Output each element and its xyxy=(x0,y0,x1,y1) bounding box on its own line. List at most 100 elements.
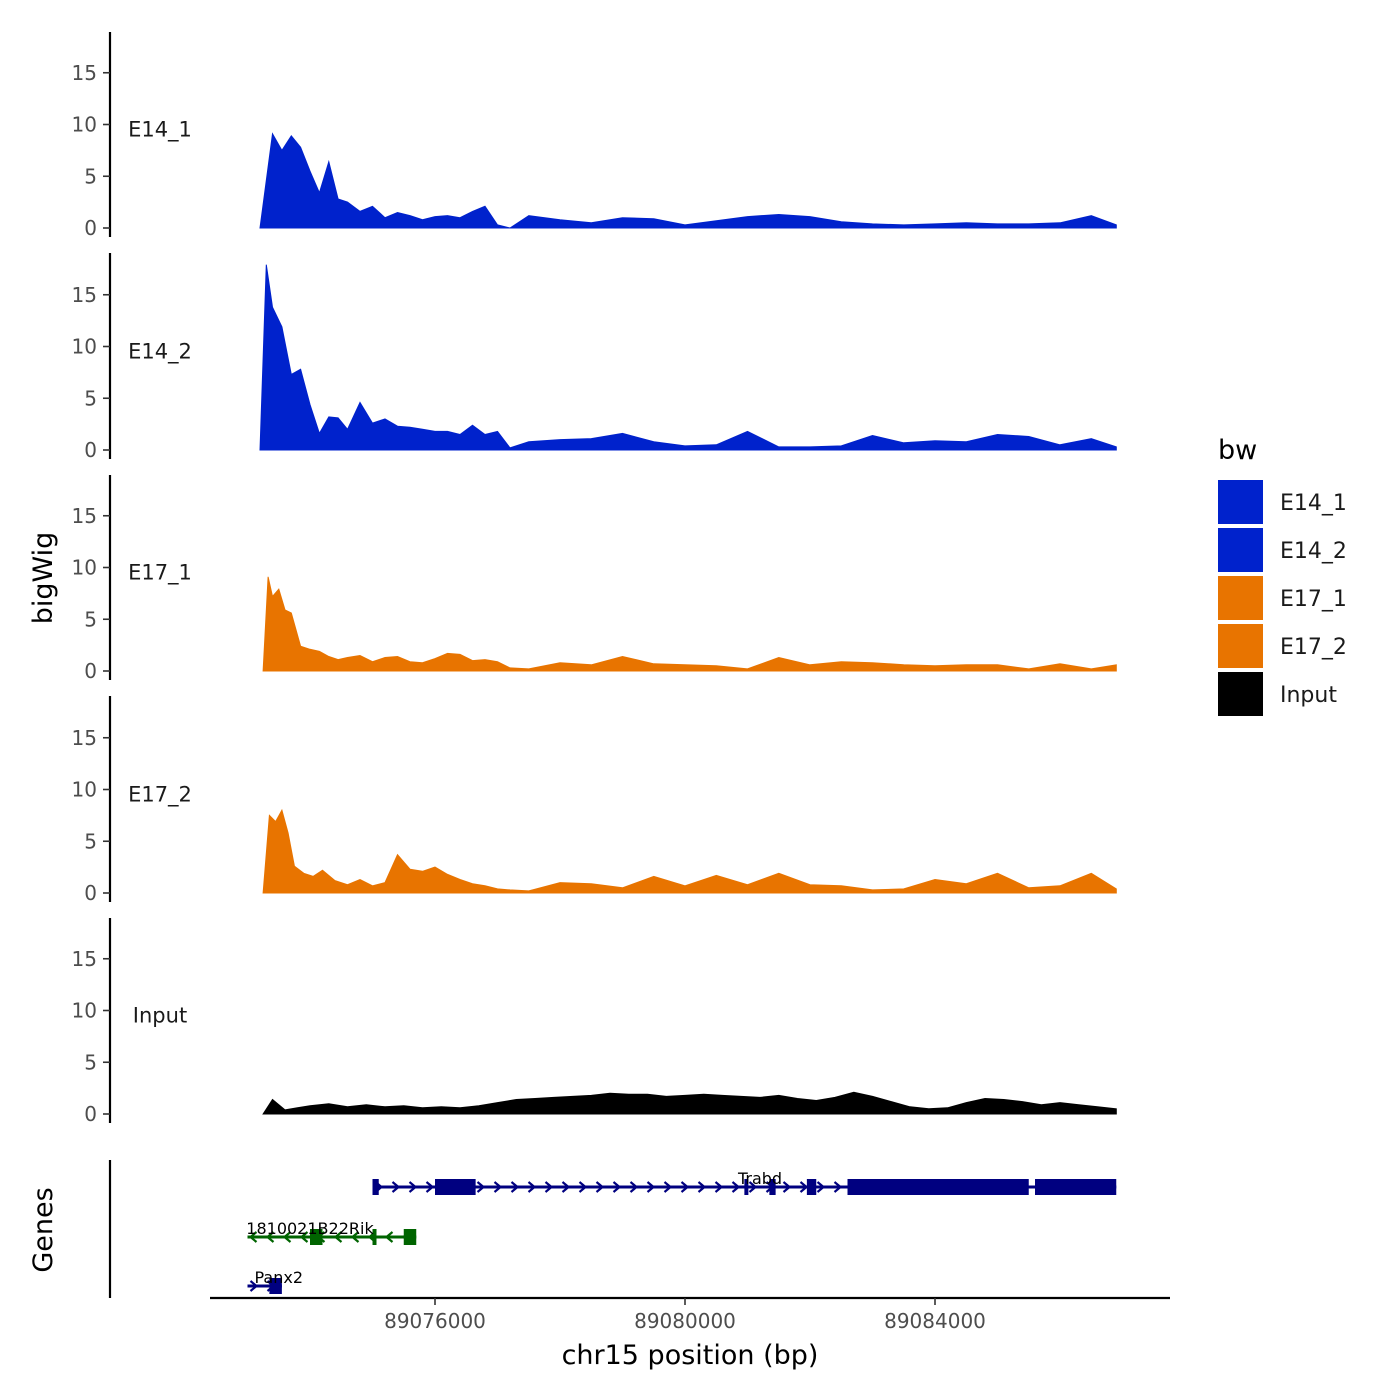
tracks-layer: 0 5 10 15 E14_1 0 5 10 15 E14_2 0 5 10 15 E17_1 0 5 10 15 E… xyxy=(72,32,1117,1126)
x-axis: 89076000 89080000 89084000 xyxy=(210,1296,1170,1333)
track-E17_2: 0 5 10 15 E17_2 xyxy=(72,696,1117,905)
strand-arrow xyxy=(425,1181,435,1193)
strand-arrow xyxy=(663,1181,673,1193)
gene-label: Panx2 xyxy=(254,1268,303,1287)
y-tick-label: 15 xyxy=(72,283,97,307)
strand-arrow xyxy=(714,1181,724,1193)
coverage-area-E14_2 xyxy=(259,264,1117,451)
y-tick-label: 15 xyxy=(72,61,97,85)
legend-swatch-E14_1 xyxy=(1218,480,1263,524)
exon xyxy=(1035,1179,1117,1195)
strand-arrow xyxy=(333,1231,343,1243)
strand-arrow xyxy=(265,1231,275,1243)
gene-label: 1810021B22Rik xyxy=(246,1219,374,1238)
track-Input: 0 5 10 15 Input xyxy=(72,918,1117,1126)
track-label: Input xyxy=(133,1004,187,1028)
y-tick-label: 15 xyxy=(72,504,97,528)
gene-label: Trabd xyxy=(737,1169,782,1188)
strand-arrow xyxy=(646,1181,656,1193)
strand-arrow xyxy=(561,1181,571,1193)
x-tick-label: 89076000 xyxy=(384,1309,486,1333)
strand-arrow xyxy=(476,1181,486,1193)
strand-arrow xyxy=(527,1181,537,1193)
strand-arrow xyxy=(833,1181,843,1193)
y-tick-label: 5 xyxy=(84,164,97,188)
coverage-area-E17_2 xyxy=(262,808,1117,894)
y-tick-label: 5 xyxy=(84,1050,97,1074)
legend-title: bw xyxy=(1218,435,1257,466)
track-E17_1: 0 5 10 15 E17_1 xyxy=(72,475,1117,683)
exon xyxy=(372,1179,379,1195)
y-tick-label: 10 xyxy=(72,556,97,580)
gene-1810021B22Rik: 1810021B22Rik xyxy=(246,1219,417,1245)
x-tick-label: 89084000 xyxy=(884,1309,986,1333)
strand-arrow xyxy=(816,1181,826,1193)
strand-arrow xyxy=(680,1181,690,1193)
y-tick-label: 0 xyxy=(84,438,97,462)
strand-arrow xyxy=(595,1181,605,1193)
strand-arrow xyxy=(282,1231,292,1243)
track-label: E14_2 xyxy=(128,340,192,365)
strand-arrow xyxy=(544,1181,554,1193)
strand-arrow xyxy=(408,1181,418,1193)
x-tick-label: 89080000 xyxy=(634,1309,736,1333)
legend-label-E17_1: E17_1 xyxy=(1280,587,1347,612)
strand-arrow xyxy=(629,1181,639,1193)
legend-label-E14_2: E14_2 xyxy=(1280,539,1347,564)
gene-Trabd: Trabd xyxy=(372,1169,1117,1195)
y-tick-label: 0 xyxy=(84,1102,97,1126)
y-tick-label: 5 xyxy=(84,829,97,853)
strand-arrow xyxy=(299,1231,309,1243)
y-tick-label: 0 xyxy=(84,881,97,905)
gene-Panx2: Panx2 xyxy=(247,1268,303,1294)
genes-axis-title: Genes xyxy=(28,1187,59,1272)
legend-label-Input: Input xyxy=(1280,683,1337,708)
legend-label-E17_2: E17_2 xyxy=(1280,635,1347,660)
strand-arrow xyxy=(384,1231,394,1243)
exon xyxy=(403,1229,417,1245)
exon xyxy=(372,1229,377,1245)
exon xyxy=(310,1229,323,1245)
strand-arrow xyxy=(799,1181,809,1193)
strand-arrow xyxy=(578,1181,588,1193)
y-tick-label: 10 xyxy=(72,335,97,359)
y-tick-label: 5 xyxy=(84,607,97,631)
strand-arrow xyxy=(748,1181,758,1193)
track-E14_1: 0 5 10 15 E14_1 xyxy=(72,32,1117,240)
coverage-area-Input xyxy=(262,1091,1117,1115)
legend-swatch-E17_1 xyxy=(1218,576,1263,620)
exon xyxy=(806,1179,817,1195)
strand-arrow xyxy=(493,1181,503,1193)
y-tick-label: 10 xyxy=(72,999,97,1023)
y-tick-label: 0 xyxy=(84,659,97,683)
strand-arrow xyxy=(510,1181,520,1193)
track-label: E17_2 xyxy=(128,783,192,808)
strand-arrow xyxy=(350,1231,360,1243)
exon xyxy=(769,1179,776,1195)
legend-swatch-E14_2 xyxy=(1218,528,1263,572)
strand-arrow xyxy=(249,1280,259,1292)
strand-arrow xyxy=(248,1231,258,1243)
strand-arrow xyxy=(697,1181,707,1193)
legend: bw E14_1 E14_2 E17_1 E17_2 Input xyxy=(1218,435,1347,716)
strand-arrow xyxy=(391,1181,401,1193)
exon xyxy=(847,1179,1029,1195)
strand-arrow xyxy=(731,1181,741,1193)
coverage-area-E17_1 xyxy=(262,576,1117,672)
y-tick-label: 5 xyxy=(84,386,97,410)
track-label: E17_1 xyxy=(128,561,192,586)
y-tick-label: 15 xyxy=(72,947,97,971)
y-tick-label: 10 xyxy=(72,113,97,137)
track-E14_2: 0 5 10 15 E14_2 xyxy=(72,253,1117,462)
exon xyxy=(269,1278,282,1294)
genes-layer: Trabd 1810021B22Rik Panx2 xyxy=(108,1160,1117,1298)
x-axis-title: chr15 position (bp) xyxy=(562,1340,819,1371)
y-axis-title: bigWig xyxy=(28,532,59,625)
exon xyxy=(744,1179,749,1195)
strand-arrow xyxy=(612,1181,622,1193)
legend-swatch-E17_2 xyxy=(1218,624,1263,668)
y-tick-label: 10 xyxy=(72,778,97,802)
legend-label-E14_1: E14_1 xyxy=(1280,491,1347,516)
track-label: E14_1 xyxy=(128,118,192,143)
